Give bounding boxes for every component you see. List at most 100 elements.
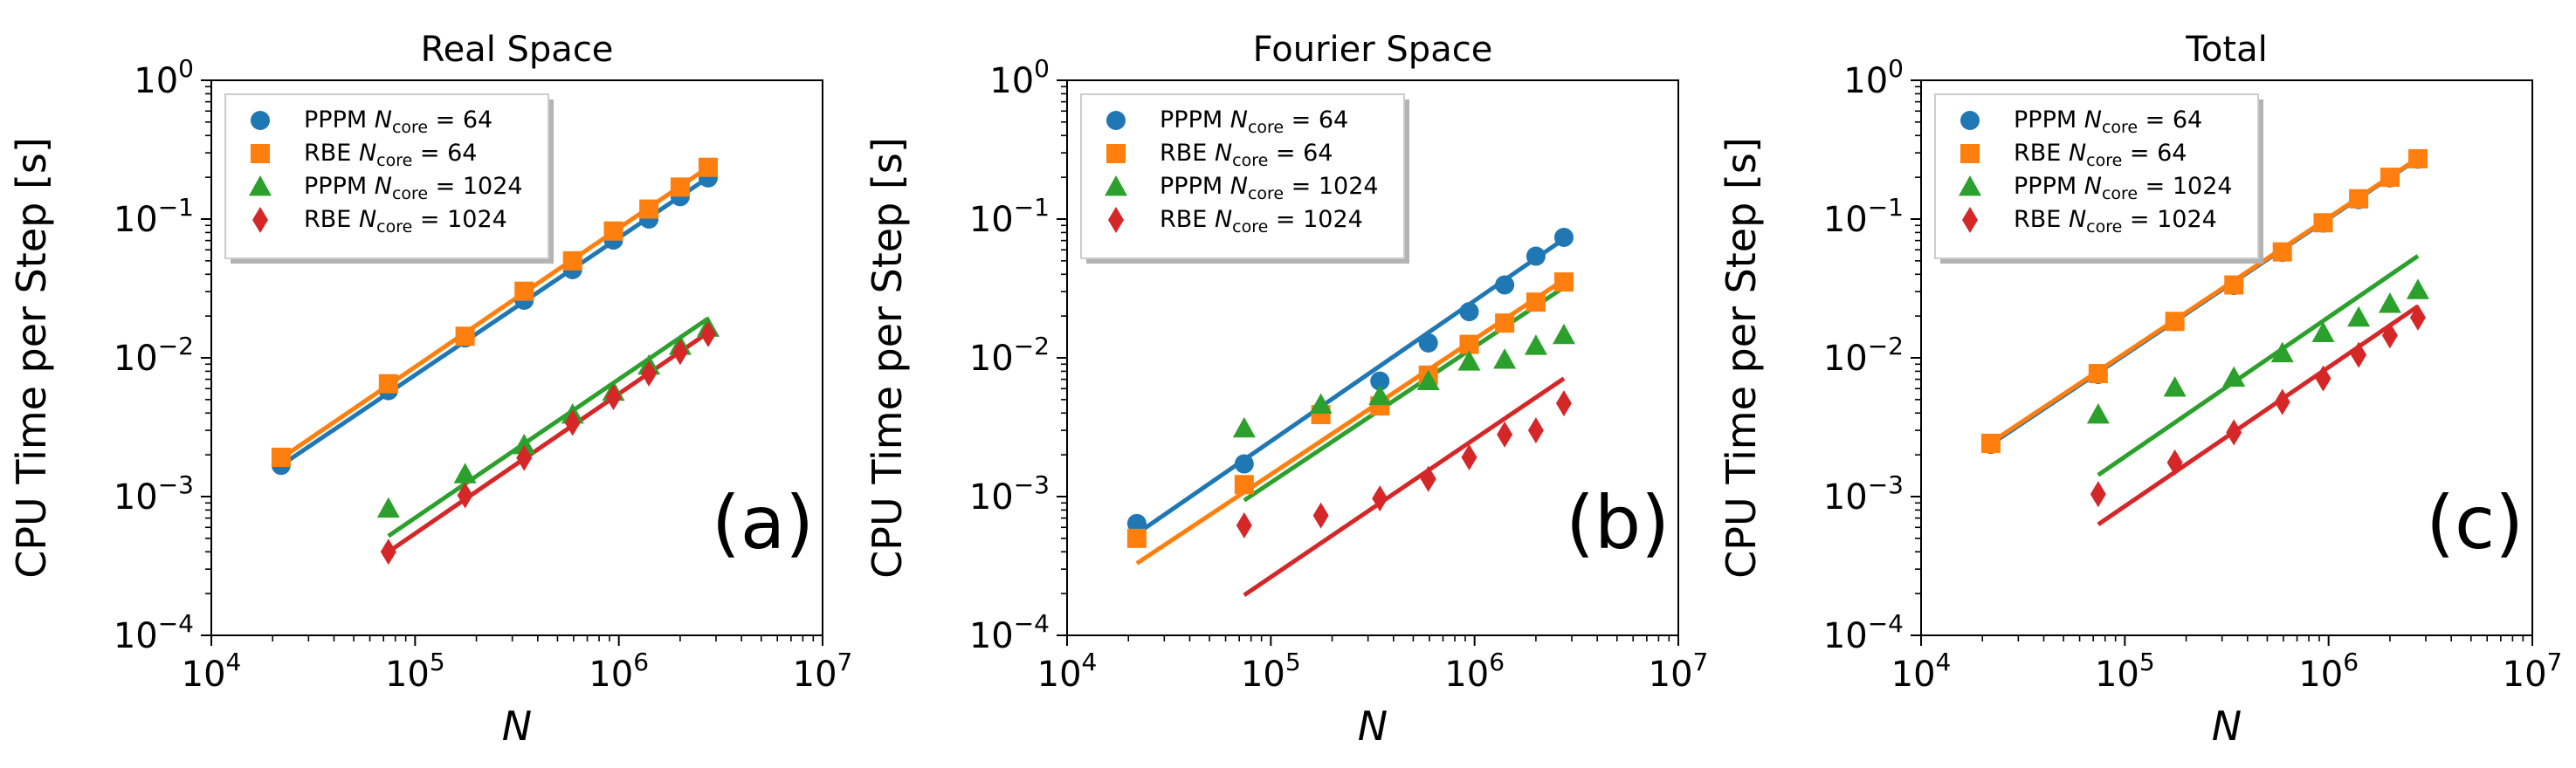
data-point-s0-3 [1418, 333, 1438, 353]
data-point-s0-0 [1126, 513, 1147, 533]
legend-marker-1 [251, 144, 270, 163]
y-tick-label: 100 [989, 54, 1050, 101]
fit-line-3 [1243, 376, 1566, 597]
data-point-s3-0 [2090, 481, 2106, 508]
fit-line-1 [1989, 156, 2420, 445]
data-point-s3-6 [1527, 417, 1544, 444]
data-point-s3-1 [2166, 449, 2183, 476]
y-tick-label: 10−2 [969, 332, 1050, 379]
data-point-s1-0 [271, 447, 291, 467]
legend-label-3: RBE Ncore = 1024 [2014, 206, 2217, 237]
legend-label-3: RBE Ncore = 1024 [304, 206, 507, 237]
y-tick-label: 10−3 [1823, 470, 1904, 518]
y-tick-label: 10−1 [114, 193, 194, 240]
data-point-s3-3 [1420, 465, 1436, 492]
data-point-s0-2 [1370, 371, 1390, 391]
data-point-s2-2 [2222, 366, 2246, 387]
y-tick-label: 10−4 [969, 609, 1050, 656]
data-point-s0-1 [1234, 454, 1254, 474]
x-tick-label: 107 [2503, 648, 2563, 695]
x-tick-label: 107 [793, 648, 853, 695]
y-tick-label: 10−4 [114, 609, 194, 656]
panel-title: Real Space [421, 30, 614, 70]
y-axis-label: CPU Time per Step [s] [8, 137, 55, 579]
fit-line-2 [1243, 285, 1566, 503]
data-point-s1-6 [2349, 189, 2369, 209]
data-point-s0-4 [1459, 302, 1479, 322]
legend-label-1: RBE Ncore = 64 [2014, 140, 2187, 170]
data-point-s3-4 [605, 384, 622, 411]
x-tick-label: 104 [182, 648, 242, 695]
data-point-s3-2 [1372, 485, 1388, 512]
x-tick-label: 106 [1444, 648, 1505, 695]
fit-line-1 [279, 165, 710, 461]
data-point-s2-0 [1232, 416, 1256, 438]
legend-label-1: RBE Ncore = 64 [304, 140, 477, 170]
data-point-s1-4 [562, 250, 582, 271]
data-point-s3-5 [1497, 421, 1513, 448]
y-axis-label: CPU Time per Step [s] [1718, 137, 1765, 579]
legend-label-2: PPPM Ncore = 1024 [304, 173, 523, 203]
legend-marker-3 [252, 207, 268, 233]
data-point-s1-6 [639, 199, 659, 219]
legend-label-2: PPPM Ncore = 1024 [1160, 173, 1379, 203]
fit-line-0 [1135, 237, 1566, 536]
legend-marker-0 [251, 111, 270, 130]
legend-label-0: PPPM Ncore = 64 [304, 106, 492, 137]
data-point-s2-1 [2163, 376, 2187, 397]
data-point-s1-1 [1234, 475, 1254, 495]
y-tick-label: 10−2 [114, 332, 194, 379]
x-axis-label: N [1358, 703, 1388, 750]
legend-marker-3 [1108, 207, 1124, 233]
data-point-s3-0 [380, 538, 396, 566]
data-point-s1-5 [1459, 334, 1479, 354]
data-point-s3-5 [641, 360, 658, 387]
panel-0: 104 105 106 107 10−4 10−3 10−2 10−1 100 Real Spac… [8, 30, 852, 750]
data-point-s1-8 [1553, 272, 1574, 292]
data-point-s3-7 [2409, 304, 2426, 331]
y-tick-label: 10−3 [969, 470, 1050, 518]
data-point-s3-7 [1555, 390, 1572, 417]
legend-label-3: RBE Ncore = 1024 [1160, 206, 1363, 237]
panel-1: 104 105 106 107 10−4 10−3 10−2 10−1 100 Fourier S… [864, 30, 1708, 750]
data-point-s2-6 [2378, 292, 2401, 313]
x-axis-label: N [502, 703, 532, 750]
data-point-s3-3 [564, 409, 581, 436]
data-point-s1-5 [603, 221, 623, 241]
data-point-s1-7 [2380, 168, 2400, 188]
data-point-s1-4 [2272, 242, 2292, 262]
legend-marker-0 [1960, 111, 1980, 130]
data-point-s2-2 [1368, 384, 1392, 406]
data-point-s0-5 [1495, 275, 1515, 295]
data-point-s1-8 [698, 157, 718, 177]
legend-marker-2 [249, 175, 272, 196]
data-point-s2-4 [1457, 350, 1481, 371]
data-point-s2-5 [2347, 305, 2371, 327]
panel-letter: (a) [712, 480, 814, 566]
data-point-s1-2 [2165, 312, 2185, 332]
data-point-s1-8 [2407, 148, 2428, 168]
x-tick-label: 107 [1649, 648, 1709, 695]
data-point-s1-0 [1126, 528, 1147, 548]
data-point-s2-1 [1309, 393, 1333, 415]
legend-marker-1 [1960, 144, 1980, 163]
legend-label-1: RBE Ncore = 64 [1160, 140, 1333, 170]
data-point-s1-1 [2088, 364, 2108, 384]
data-point-s1-7 [1526, 292, 1546, 312]
x-tick-label: 105 [1241, 648, 1301, 695]
y-tick-label: 10−3 [114, 470, 194, 518]
panel-title: Total [2185, 30, 2267, 70]
data-point-s3-6 [672, 339, 688, 366]
legend-box [224, 93, 549, 259]
fit-line-3 [2097, 304, 2420, 526]
data-point-s2-6 [1524, 334, 1547, 355]
data-point-s3-2 [516, 444, 533, 471]
panel-title: Fourier Space [1253, 30, 1493, 70]
data-point-s2-3 [1416, 369, 1440, 391]
data-point-s2-7 [2406, 278, 2429, 299]
legend-marker-2 [1959, 175, 1981, 196]
data-point-s3-0 [1236, 512, 1252, 539]
